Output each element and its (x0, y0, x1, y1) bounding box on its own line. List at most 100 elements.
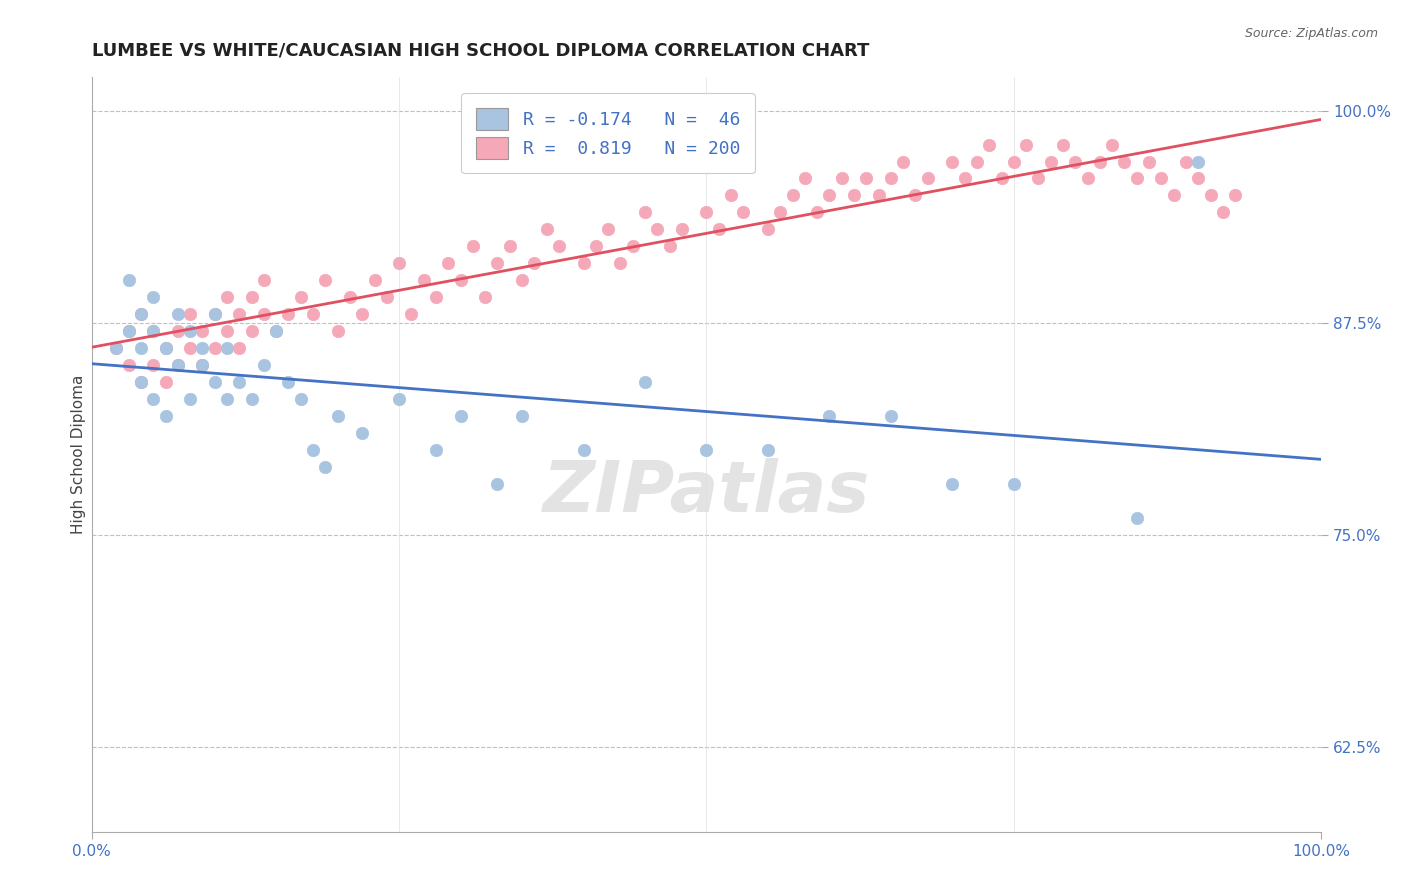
Point (707, 222, 730, 236)
Point (831, 171, 853, 186)
Point (215, 342, 238, 356)
Point (105, 342, 128, 356)
Point (437, 256, 460, 270)
Point (412, 273, 434, 287)
Point (1114, 154, 1136, 169)
Point (240, 324, 263, 338)
Point (155, 376, 177, 390)
Point (1150, 171, 1173, 186)
Point (1064, 154, 1087, 169)
Point (388, 392, 411, 407)
Point (253, 273, 276, 287)
Point (179, 307, 201, 321)
Point (129, 342, 152, 356)
Point (720, 188, 742, 202)
Point (1126, 511, 1149, 525)
Point (118, 324, 141, 338)
Point (953, 171, 976, 186)
Point (326, 324, 349, 338)
Point (523, 256, 546, 270)
Point (486, 477, 509, 491)
Point (191, 324, 214, 338)
Point (129, 376, 152, 390)
Point (290, 290, 312, 304)
Point (510, 409, 533, 424)
Point (129, 376, 152, 390)
Point (166, 324, 188, 338)
Point (733, 205, 755, 219)
Point (818, 188, 841, 202)
Point (105, 342, 128, 356)
Point (277, 376, 299, 390)
Point (264, 324, 287, 338)
Point (215, 392, 238, 407)
Point (388, 256, 411, 270)
Point (818, 409, 841, 424)
Point (215, 324, 238, 338)
Point (253, 307, 276, 321)
Text: ZIPatlas: ZIPatlas (543, 458, 870, 527)
Point (585, 239, 607, 253)
Point (290, 392, 312, 407)
Text: LUMBEE VS WHITE/CAUCASIAN HIGH SCHOOL DIPLOMA CORRELATION CHART: LUMBEE VS WHITE/CAUCASIAN HIGH SCHOOL DI… (91, 42, 869, 60)
Point (155, 342, 177, 356)
Point (855, 171, 877, 186)
Point (461, 239, 484, 253)
Point (339, 290, 361, 304)
Point (204, 307, 226, 321)
Point (129, 307, 152, 321)
Point (228, 307, 250, 321)
Point (782, 188, 804, 202)
Point (118, 273, 141, 287)
Point (806, 205, 828, 219)
Point (548, 239, 571, 253)
Point (634, 376, 657, 390)
Point (302, 443, 325, 458)
Point (166, 307, 188, 321)
Point (179, 392, 201, 407)
Point (1199, 188, 1222, 202)
Point (401, 307, 423, 321)
Point (756, 222, 779, 236)
Point (598, 222, 620, 236)
Point (277, 307, 299, 321)
Point (880, 171, 903, 186)
Point (499, 239, 522, 253)
Point (695, 443, 717, 458)
Point (142, 290, 165, 304)
Point (769, 205, 792, 219)
Point (990, 171, 1012, 186)
Point (695, 205, 717, 219)
Point (1187, 154, 1209, 169)
Point (352, 426, 374, 441)
Point (1101, 137, 1123, 152)
Point (326, 409, 349, 424)
Point (634, 205, 657, 219)
Point (352, 307, 374, 321)
Point (204, 307, 226, 321)
Point (1015, 137, 1038, 152)
Point (793, 171, 815, 186)
Point (179, 324, 201, 338)
Point (1174, 154, 1197, 169)
Point (142, 324, 165, 338)
Point (228, 342, 250, 356)
Point (621, 239, 644, 253)
Point (191, 342, 214, 356)
Point (671, 222, 693, 236)
Point (1077, 171, 1099, 186)
Point (363, 273, 385, 287)
Point (891, 154, 914, 169)
Point (1002, 477, 1025, 491)
Point (1212, 205, 1234, 219)
Point (868, 188, 890, 202)
Point (756, 443, 779, 458)
Point (979, 137, 1001, 152)
Point (253, 359, 276, 373)
Point (572, 256, 595, 270)
Point (142, 324, 165, 338)
Point (215, 290, 238, 304)
Point (179, 342, 201, 356)
Point (1137, 154, 1160, 169)
Point (375, 290, 398, 304)
